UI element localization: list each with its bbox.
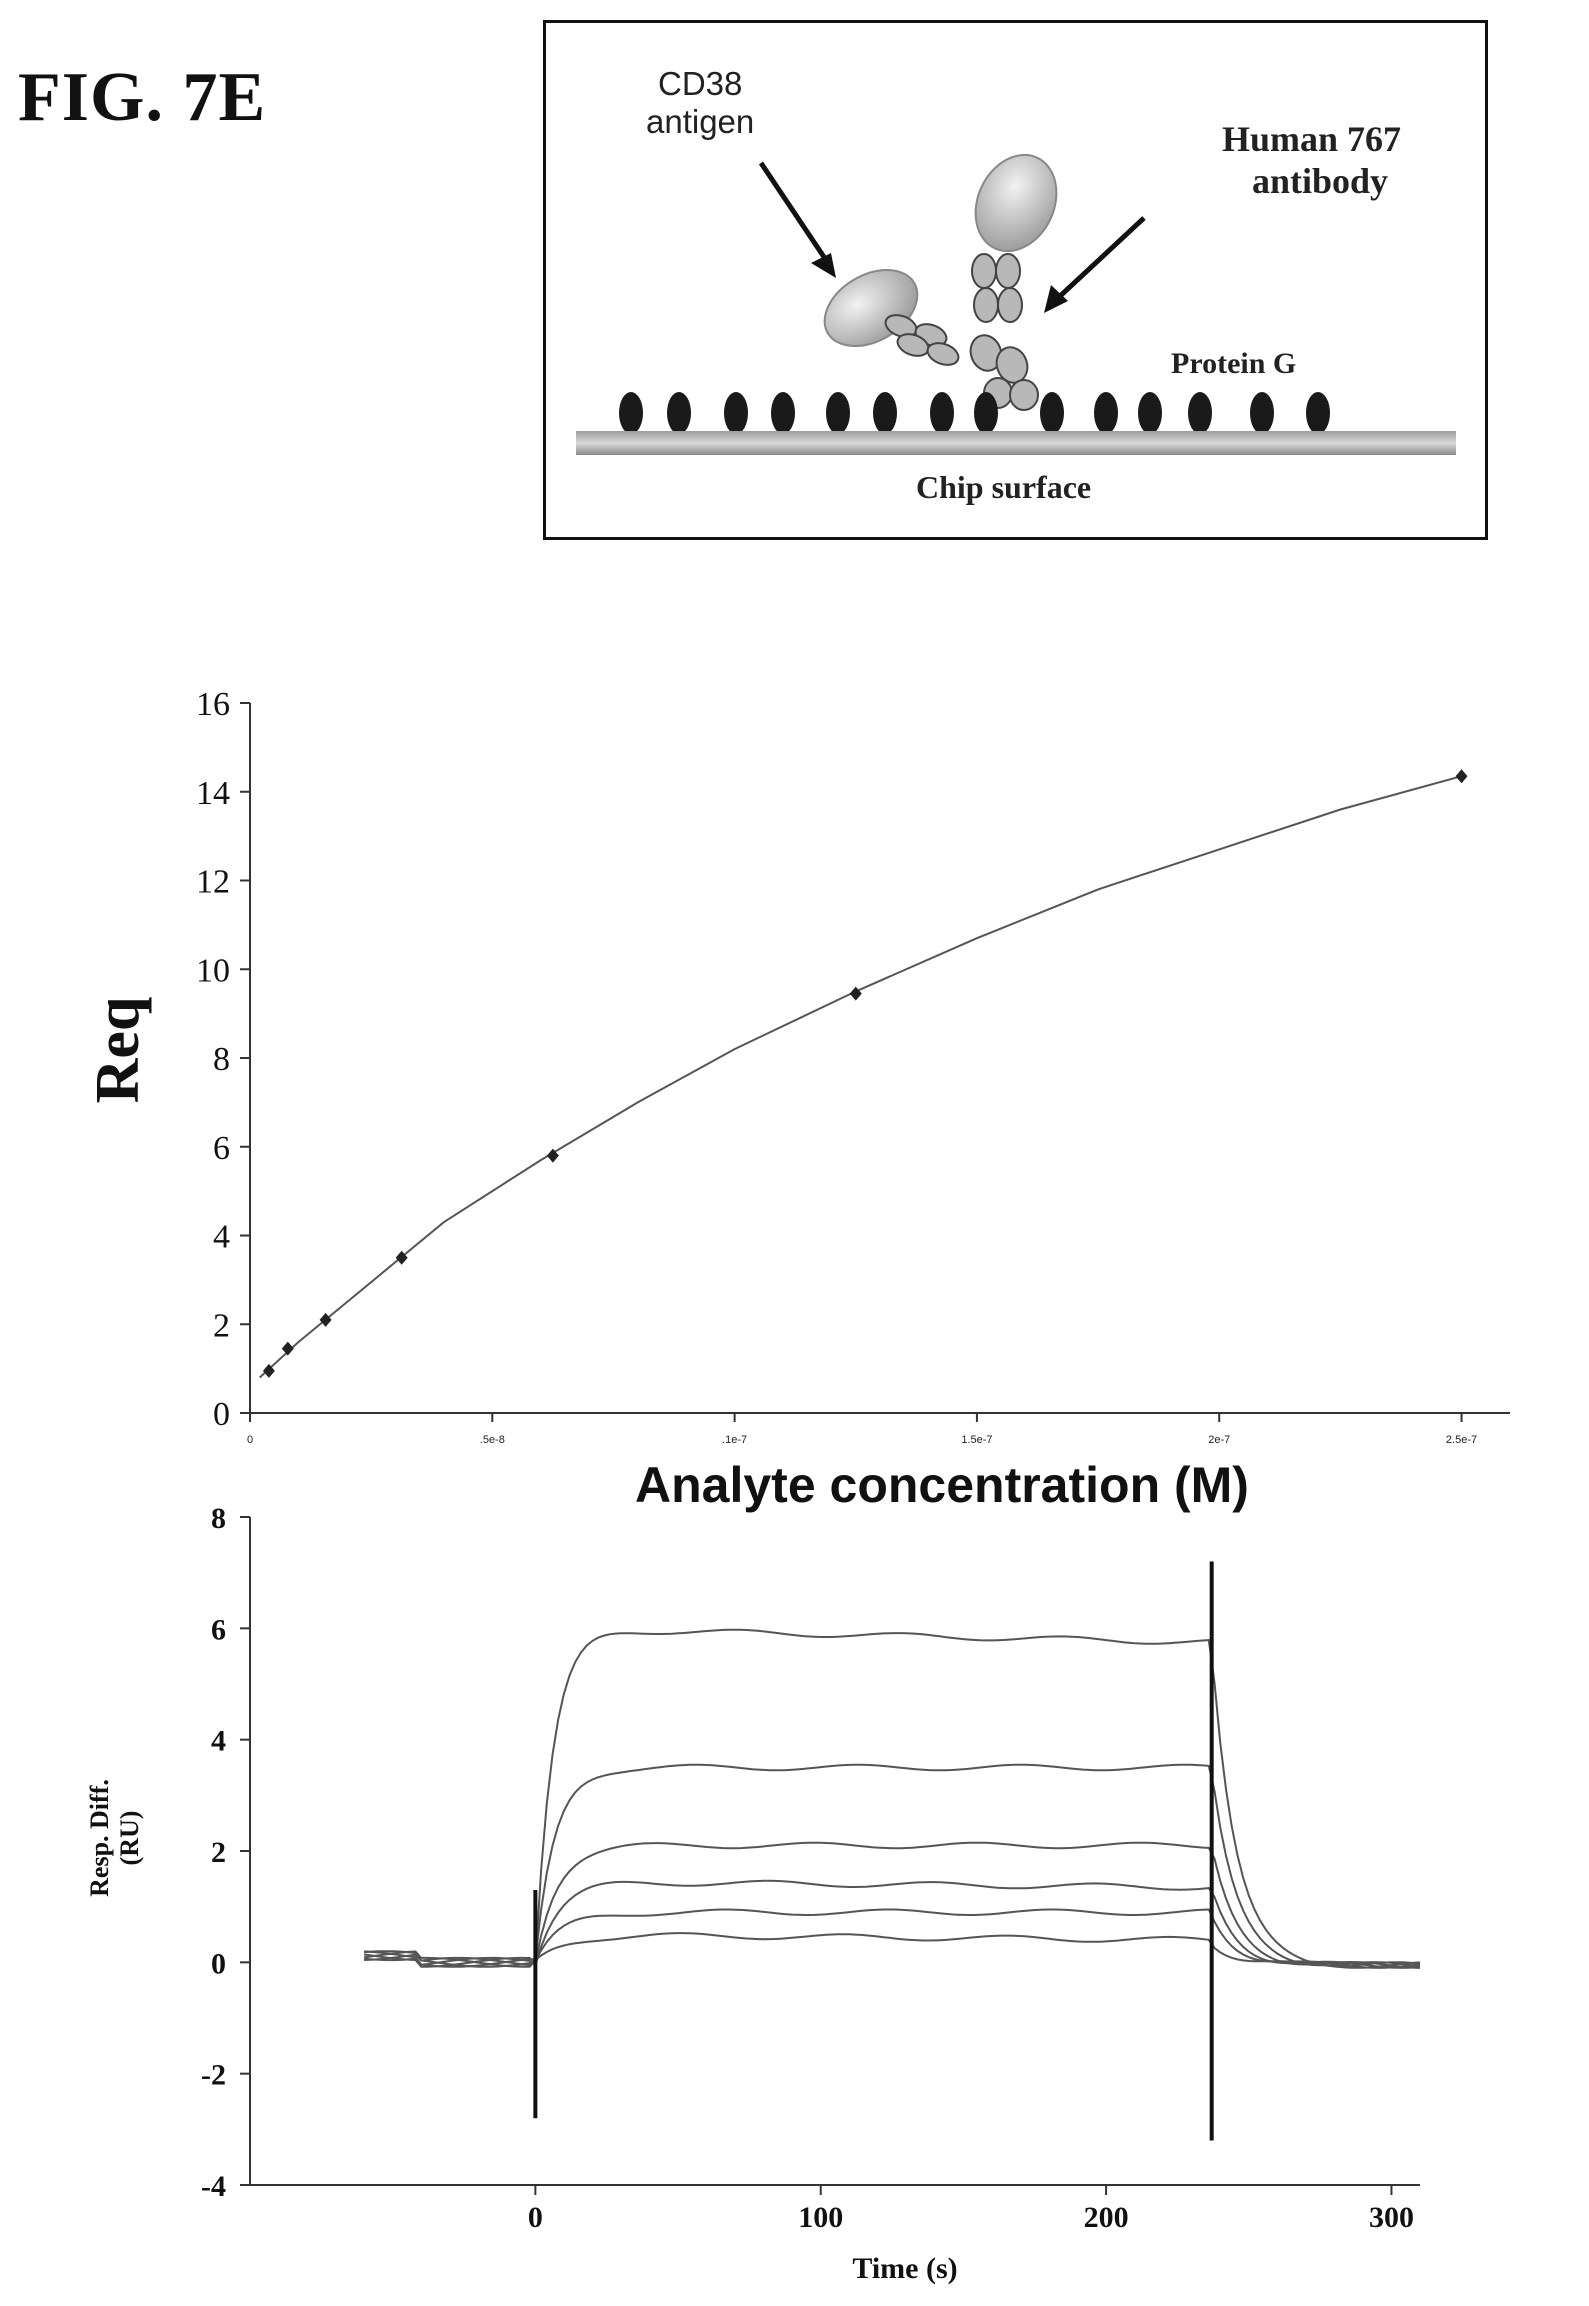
protein-g-label: Protein G xyxy=(1171,347,1296,380)
sensorgram-curve xyxy=(364,1879,1421,1969)
antibody-label-line1: Human 767 xyxy=(1222,119,1401,159)
req-data-point xyxy=(262,1363,275,1378)
req-fit-curve xyxy=(259,775,1462,1379)
req-x-tick-label: 1.5e-7 xyxy=(961,1434,992,1446)
resp-y-tick-label: 2 xyxy=(211,1836,226,1869)
req-data-point xyxy=(281,1341,294,1356)
req-y-tick-label: 8 xyxy=(213,1041,230,1078)
req-y-tick-label: 16 xyxy=(196,686,230,723)
sensorgram-curve xyxy=(364,1908,1421,1969)
resp-y-tick-label: 4 xyxy=(211,1725,226,1758)
concentration-axis-label: Analyte concentration (M) xyxy=(635,1457,1249,1513)
sensorgram-curve xyxy=(364,1628,1421,1968)
antibody-label-line2: antibody xyxy=(1252,161,1388,201)
req-x-tick-label: .1e-7 xyxy=(722,1434,747,1446)
sensorgram-curve xyxy=(363,1932,1421,1969)
resp-x-tick-label: 300 xyxy=(1369,2201,1414,2234)
resp-x-tick-label: 200 xyxy=(1084,2201,1129,2234)
resp-x-tick-label: 0 xyxy=(528,2201,543,2234)
resp-y-tick-label: 6 xyxy=(211,1613,226,1646)
req-y-tick-label: 0 xyxy=(213,1396,230,1433)
antigen-shape-2 xyxy=(974,153,1058,253)
response-axis-label: Resp. Diff. xyxy=(85,1779,114,1897)
req-y-tick-label: 6 xyxy=(213,1130,230,1167)
req-data-point xyxy=(1455,769,1468,784)
req-x-tick-label: 2e-7 xyxy=(1208,1434,1230,1446)
req-x-tick-label: 2.5e-7 xyxy=(1446,1434,1477,1446)
req-x-tick-label: 0 xyxy=(247,1434,253,1446)
resp-y-tick-label: 8 xyxy=(211,1502,226,1535)
resp-y-tick-label: -2 xyxy=(201,2059,226,2092)
antigen-label-line1: CD38 xyxy=(658,65,742,102)
sensorgram-curve xyxy=(364,1763,1421,1968)
antigen-label-line2: antigen xyxy=(646,103,754,140)
req-x-tick-label: .5e-8 xyxy=(480,1434,505,1446)
req-data-point xyxy=(395,1250,408,1265)
resp-x-tick-label: 100 xyxy=(798,2201,843,2234)
req-y-tick-label: 2 xyxy=(213,1307,230,1344)
req-axis-label: Req xyxy=(84,997,152,1104)
req-data-point xyxy=(546,1148,559,1163)
req-y-tick-label: 10 xyxy=(196,952,230,989)
binding-schematic: CD38 antigen Human 767 antibody Protein … xyxy=(543,20,1488,540)
sensorgram-chart: Resp. Diff. (RU) Time (s) -4 -2 0 2 4 6 8 0 100 2… xyxy=(85,1502,1421,2285)
antibody-arrow xyxy=(1056,216,1146,300)
chip-surface-label: Chip surface xyxy=(916,469,1091,505)
antigen-arrow xyxy=(758,161,831,265)
antibody-complex-1 xyxy=(884,314,960,366)
response-axis-unit: (RU) xyxy=(115,1811,144,1866)
req-y-tick-label: 12 xyxy=(196,864,230,901)
protein-g-row xyxy=(619,392,1330,434)
antibody-arrowhead xyxy=(1044,285,1068,313)
req-y-tick-label: 14 xyxy=(196,775,230,812)
resp-y-tick-label: 0 xyxy=(211,1947,226,1980)
antigen-arrowhead xyxy=(811,253,836,278)
figure-label: FIG. 7E xyxy=(18,59,267,136)
chip-surface-bar xyxy=(576,431,1456,455)
req-data-point xyxy=(849,986,862,1001)
req-y-tick-label: 4 xyxy=(213,1219,230,1256)
resp-y-tick-label: -4 xyxy=(201,2170,226,2203)
req-vs-concentration-chart: Req Analyte concentration (M) 0 2 4 6 8 10 12 1… xyxy=(84,686,1510,1513)
req-data-point xyxy=(319,1312,332,1327)
sensorgram-curve xyxy=(363,1841,1421,1969)
time-axis-label: Time (s) xyxy=(852,2252,957,2285)
